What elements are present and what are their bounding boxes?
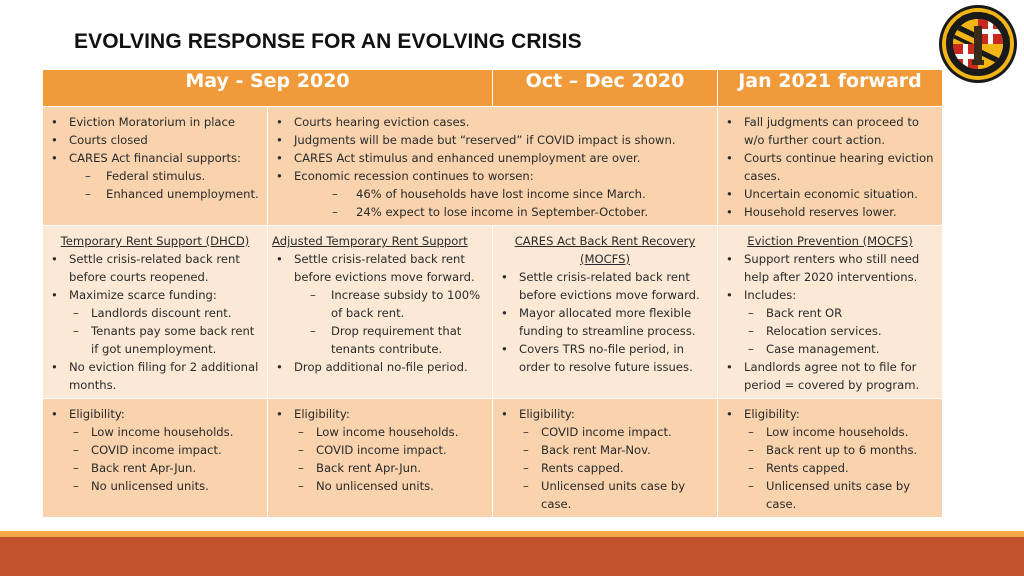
sub-item: Drop requirement that tenants contribute… bbox=[294, 322, 488, 358]
sub-item: Federal stimulus. bbox=[69, 167, 263, 185]
sub-item: 24% expect to lose income in September-O… bbox=[294, 203, 713, 221]
sub-item: Low income households. bbox=[294, 423, 488, 441]
list-item: CARES Act stimulus and enhanced unemploy… bbox=[272, 149, 713, 167]
eligibility-cell-adjusted: Eligibility: Low income households. COVI… bbox=[267, 398, 493, 518]
sub-item: Rents capped. bbox=[519, 459, 713, 477]
sub-item: Increase subsidy to 100% of back rent. bbox=[294, 286, 488, 322]
program-cell-adjusted: Adjusted Temporary Rent Support Settle c… bbox=[267, 225, 493, 399]
list-item: Drop additional no-file period. bbox=[272, 358, 488, 376]
sub-item: Back rent Apr-Jun. bbox=[69, 459, 263, 477]
list-item: Uncertain economic situation. bbox=[722, 185, 938, 203]
list-item: Eligibility: Low income households. Back… bbox=[722, 405, 938, 513]
list-item: Courts hearing eviction cases. bbox=[272, 113, 713, 131]
sub-item: Back rent Mar-Nov. bbox=[519, 441, 713, 459]
column-header-jan-forward: Jan 2021 forward bbox=[717, 69, 943, 107]
program-title: Temporary Rent Support (DHCD) bbox=[60, 234, 250, 248]
sub-item: Landlords discount rent. bbox=[69, 304, 263, 322]
list-item: Household reserves lower. bbox=[722, 203, 938, 221]
status-cell-oct-dec: Courts hearing eviction cases. Judgments… bbox=[267, 106, 718, 226]
programs-row: Temporary Rent Support (DHCD) Settle cri… bbox=[42, 225, 943, 399]
sub-item: Back rent up to 6 months. bbox=[744, 441, 938, 459]
sub-item: Case management. bbox=[744, 340, 938, 358]
program-title: CARES Act Back Rent Recovery (MOCFS) bbox=[514, 234, 696, 266]
list-item: Support renters who still need help afte… bbox=[722, 250, 938, 286]
list-item: No eviction filing for 2 additional mont… bbox=[47, 358, 263, 394]
sub-item: No unlicensed units. bbox=[69, 477, 263, 495]
sub-item: No unlicensed units. bbox=[294, 477, 488, 495]
list-item: Eligibility: COVID income impact. Back r… bbox=[497, 405, 713, 513]
list-item: Fall judgments can proceed to w/o furthe… bbox=[722, 113, 938, 149]
list-item: Landlords agree not to file for period =… bbox=[722, 358, 938, 394]
sub-item: COVID income impact. bbox=[69, 441, 263, 459]
sub-item: Tenants pay some back rent if got unempl… bbox=[69, 322, 263, 358]
list-item: Settle crisis-related back rent before e… bbox=[272, 250, 488, 358]
list-item: Covers TRS no-file period, in order to r… bbox=[497, 340, 713, 376]
status-cell-may-sep: Eviction Moratorium in place Courts clos… bbox=[42, 106, 268, 226]
sub-item: Low income households. bbox=[69, 423, 263, 441]
list-item: Settle crisis-related back rent before c… bbox=[47, 250, 263, 286]
sub-item: Rents capped. bbox=[744, 459, 938, 477]
sub-item: Low income households. bbox=[744, 423, 938, 441]
list-item: Settle crisis-related back rent before e… bbox=[497, 268, 713, 304]
column-header-may-sep: May - Sep 2020 bbox=[42, 69, 493, 107]
sub-item: Unlicensed units case by case. bbox=[519, 477, 713, 513]
list-item: Eviction Moratorium in place bbox=[47, 113, 263, 131]
program-title: Eviction Prevention (MOCFS) bbox=[747, 234, 913, 248]
sub-item: 46% of households have lost income since… bbox=[294, 185, 713, 203]
sub-item: COVID income impact. bbox=[519, 423, 713, 441]
sub-item: Back rent Apr-Jun. bbox=[294, 459, 488, 477]
list-item: Judgments will be made but “reserved” if… bbox=[272, 131, 713, 149]
list-item: Eligibility: Low income households. COVI… bbox=[47, 405, 263, 495]
list-item: Eligibility: Low income households. COVI… bbox=[272, 405, 488, 495]
eligibility-cell-dhcd: Eligibility: Low income households. COVI… bbox=[42, 398, 268, 518]
list-item: Courts continue hearing eviction cases. bbox=[722, 149, 938, 185]
list-item: CARES Act financial supports: Federal st… bbox=[47, 149, 263, 203]
slide-title: EVOLVING RESPONSE FOR AN EVOLVING CRISIS bbox=[74, 30, 582, 53]
program-cell-dhcd: Temporary Rent Support (DHCD) Settle cri… bbox=[42, 225, 268, 399]
eligibility-cell-cares: Eligibility: COVID income impact. Back r… bbox=[492, 398, 718, 518]
footer-band-accent bbox=[0, 531, 1024, 537]
list-item: Courts closed bbox=[47, 131, 263, 149]
list-item: Mayor allocated more flexible funding to… bbox=[497, 304, 713, 340]
eligibility-cell-eviction-prevention: Eligibility: Low income households. Back… bbox=[717, 398, 943, 518]
status-cell-jan-forward: Fall judgments can proceed to w/o furthe… bbox=[717, 106, 943, 226]
sub-item: Enhanced unemployment. bbox=[69, 185, 263, 203]
footer-band bbox=[0, 537, 1024, 576]
program-title: Adjusted Temporary Rent Support bbox=[272, 234, 468, 248]
city-seal-logo: CITY OF BALTIMORE bbox=[938, 4, 1017, 83]
column-header-oct-dec: Oct – Dec 2020 bbox=[492, 69, 718, 107]
header-row: May - Sep 2020 Oct – Dec 2020 Jan 2021 f… bbox=[42, 69, 943, 107]
sub-item: Back rent OR bbox=[744, 304, 938, 322]
eligibility-row: Eligibility: Low income households. COVI… bbox=[42, 398, 943, 518]
program-cell-cares: CARES Act Back Rent Recovery (MOCFS) Set… bbox=[492, 225, 718, 399]
list-item: Economic recession continues to worsen: … bbox=[272, 167, 713, 221]
program-cell-eviction-prevention: Eviction Prevention (MOCFS) Support rent… bbox=[717, 225, 943, 399]
sub-item: Unlicensed units case by case. bbox=[744, 477, 938, 513]
response-table: May - Sep 2020 Oct – Dec 2020 Jan 2021 f… bbox=[42, 69, 943, 518]
sub-item: Relocation services. bbox=[744, 322, 938, 340]
list-item: Maximize scarce funding: Landlords disco… bbox=[47, 286, 263, 358]
status-row: Eviction Moratorium in place Courts clos… bbox=[42, 106, 943, 226]
list-item: Includes: Back rent OR Relocation servic… bbox=[722, 286, 938, 358]
sub-item: COVID income impact. bbox=[294, 441, 488, 459]
